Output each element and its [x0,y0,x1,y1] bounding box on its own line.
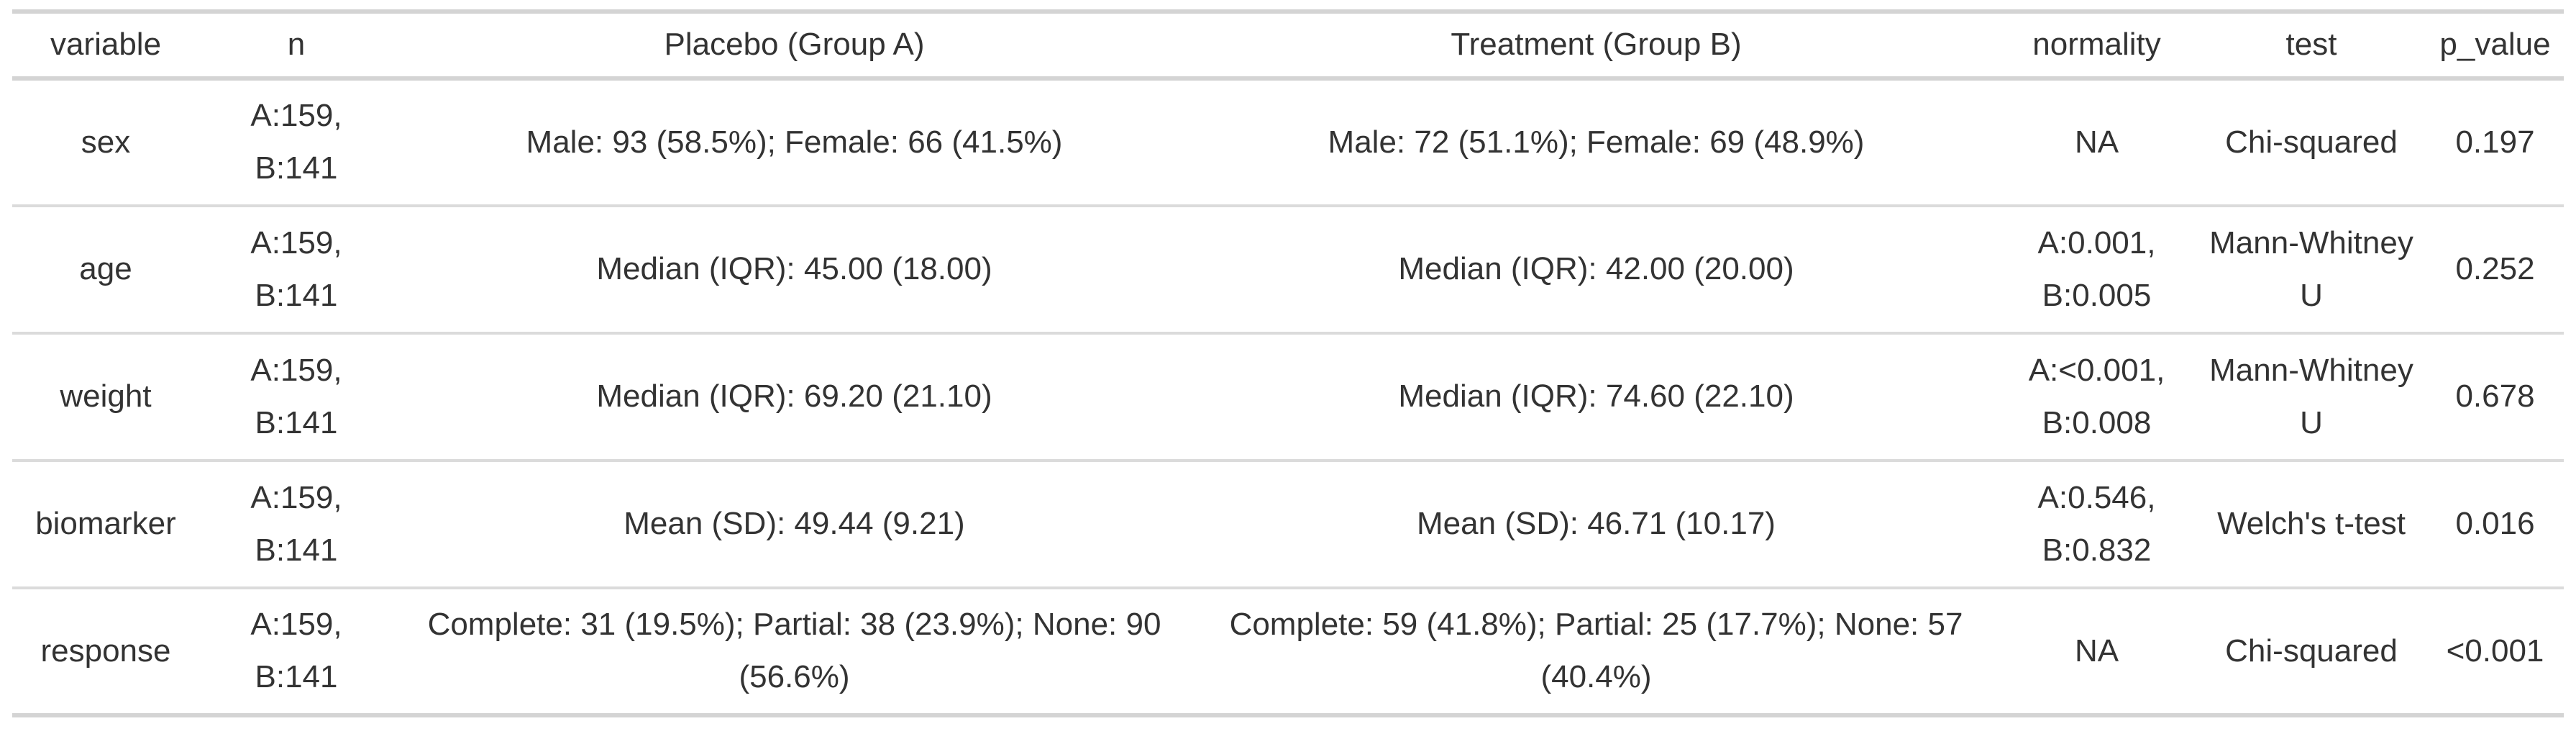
row-age: age A:159, B:141 Median (IQR): 45.00 (18… [12,206,2564,335]
cell-biomarker-treatment: Mean (SD): 46.71 (10.17) [1195,461,1997,589]
cell-age-placebo: Median (IQR): 45.00 (18.00) [393,206,1195,335]
cell-biomarker-variable: biomarker [12,461,199,589]
cell-weight-variable: weight [12,333,199,462]
cell-weight-treatment: Median (IQR): 74.60 (22.10) [1195,333,1997,462]
row-weight: weight A:159, B:141 Median (IQR): 69.20 … [12,333,2564,462]
column-header-normality: normality [1997,12,2196,81]
column-header-test: test [2196,12,2426,81]
row-biomarker: biomarker A:159, B:141 Mean (SD): 49.44 … [12,461,2564,589]
cell-age-treatment: Median (IQR): 42.00 (20.00) [1195,206,1997,335]
column-header-placebo: Placebo (Group A) [393,12,1195,81]
column-header-treatment: Treatment (Group B) [1195,12,1997,81]
cell-sex-variable: sex [12,78,199,207]
cell-age-test: Mann-Whitney U [2196,206,2426,335]
column-header-p-value: p_value [2426,12,2564,81]
cell-age-normality: A:0.001, B:0.005 [1997,206,2196,335]
cell-sex-treatment: Male: 72 (51.1%); Female: 69 (48.9%) [1195,78,1997,207]
row-response: response A:159, B:141 Complete: 31 (19.5… [12,588,2564,715]
header-row: variable n Placebo (Group A) Treatment (… [12,12,2564,81]
cell-response-n: A:159, B:141 [250,607,342,694]
column-header-n: n [199,12,393,81]
cell-biomarker-n: A:159, B:141 [199,461,393,589]
cell-weight-normality: A:<0.001, B:0.008 [1997,333,2196,462]
cell-response-variable: response [40,633,171,669]
cell-sex-p-value: 0.197 [2426,78,2564,207]
group-comparison-table: variable n Placebo (Group A) Treatment (… [12,9,2564,717]
cell-biomarker-placebo: Mean (SD): 49.44 (9.21) [393,461,1195,589]
cell-sex-n: A:159, B:141 [199,78,393,207]
cell-sex-placebo: Male: 93 (58.5%); Female: 66 (41.5%) [393,78,1195,207]
cell-response-test: Chi-squared [2225,633,2398,669]
cell-biomarker-p-value: 0.016 [2426,461,2564,589]
cell-response-p-value: <0.001 [2446,633,2544,669]
cell-weight-p-value: 0.678 [2426,333,2564,462]
cell-age-p-value: 0.252 [2426,206,2564,335]
cell-sex-test: Chi-squared [2196,78,2426,207]
cell-age-n: A:159, B:141 [199,206,393,335]
row-sex: sex A:159, B:141 Male: 93 (58.5%); Femal… [12,78,2564,207]
cell-weight-n: A:159, B:141 [199,333,393,462]
cell-sex-normality: NA [1997,78,2196,207]
cell-biomarker-normality: A:0.546, B:0.832 [1997,461,2196,589]
cell-response-placebo: Complete: 31 (19.5%); Partial: 38 (23.9%… [427,607,1161,694]
cell-response-normality: NA [2074,633,2119,669]
cell-weight-placebo: Median (IQR): 69.20 (21.10) [393,333,1195,462]
column-header-variable: variable [12,12,199,81]
cell-biomarker-test: Welch's t-test [2196,461,2426,589]
cell-weight-test: Mann-Whitney U [2196,333,2426,462]
summary-table-container: variable n Placebo (Group A) Treatment (… [12,9,2564,717]
cell-response-treatment: Complete: 59 (41.8%); Partial: 25 (17.7%… [1229,607,1963,694]
cell-age-variable: age [12,206,199,335]
